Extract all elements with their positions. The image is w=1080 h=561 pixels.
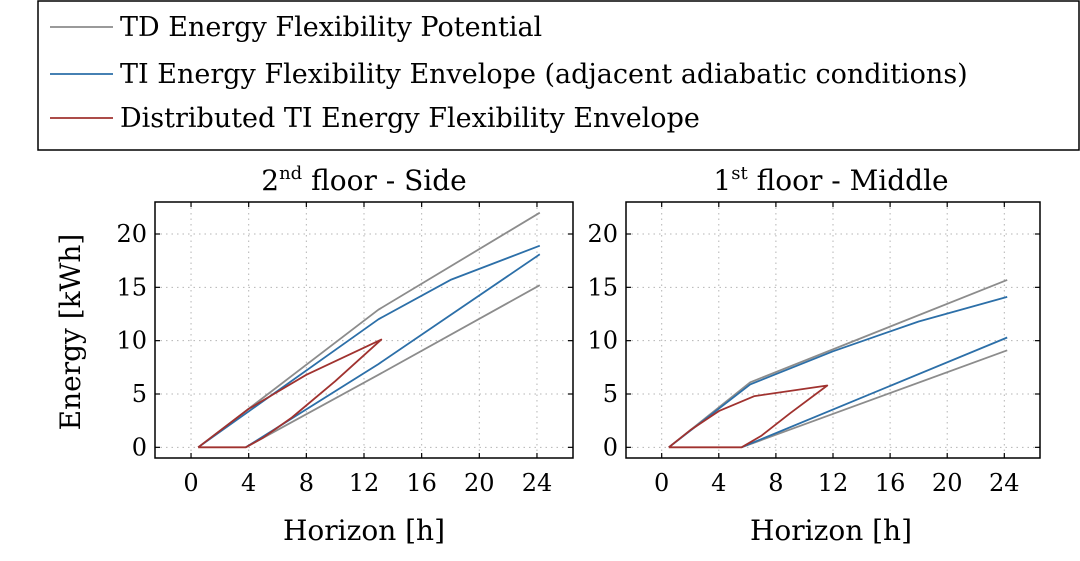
y-tick-label: 10 [587,327,618,355]
chart-panel-left: 2nd floor - Side 0 4 8 12 16 20 24 0 5 10 15 20 Hor… [116,163,574,547]
series-ti_upper-left [197,244,541,449]
x-tick-label: 4 [241,469,256,497]
y-tick-label: 15 [116,273,147,301]
chart-title-right-sup: st [731,163,748,184]
x-tick-label: 12 [349,469,380,497]
x-axis-label-right: Horizon [h] [750,514,912,547]
series-ti_lower-right [741,336,1008,449]
chart-title-left-rest: floor - Side [302,164,467,197]
y-tick-label: 0 [132,433,147,461]
series-td_lower-left [245,284,541,449]
chart-panel-right: 1st floor - Middle 0 4 8 12 16 20 24 0 5 10 15 20 H… [587,163,1041,547]
x-tick-label: 24 [522,469,553,497]
chart-title-right: 1st floor - Middle [713,163,948,197]
x-tick-label: 0 [183,469,198,497]
y-tick-label: 20 [587,220,618,248]
legend-label-dist: Distributed TI Energy Flexibility Envelo… [120,103,700,134]
y-tick-label: 0 [603,433,618,461]
y-tick-label: 15 [587,273,618,301]
series-dist_envelope-right [668,384,829,449]
series-td_lower-right [741,349,1008,449]
chart-title-left-sup: nd [279,163,302,184]
x-tick-label: 20 [464,469,495,497]
chart-title-left: 2nd floor - Side [261,163,467,197]
x-axis-label-left: Horizon [h] [283,514,445,547]
legend-label-ti: TI Energy Flexibility Envelope (adjacent… [120,59,968,90]
y-tick-label: 10 [116,327,147,355]
x-tick-label: 8 [768,469,783,497]
legend: TD Energy Flexibility Potential TI Energ… [37,0,1080,151]
y-axis-label: Energy [kWh] [54,234,87,431]
chart-title-right-main: 1 [713,164,731,197]
chart-title-left-main: 2 [261,164,279,197]
y-tick-label: 20 [116,220,147,248]
x-tick-label: 16 [875,469,906,497]
x-tick-label: 4 [711,469,726,497]
plot-area-left: 0 4 8 12 16 20 24 0 5 10 15 20 [116,201,574,497]
x-tick-label: 20 [932,469,963,497]
x-tick-label: 12 [818,469,849,497]
series-dist_envelope-left [197,338,383,449]
x-tick-label: 0 [654,469,669,497]
series-td_upper-left [197,211,541,449]
y-tick-label: 5 [132,380,147,408]
legend-frame [37,0,1080,151]
chart-title-right-rest: floor - Middle [748,164,949,197]
series-td_upper-right [668,279,1008,449]
series-ti_upper-right [668,296,1008,449]
x-tick-label: 16 [406,469,437,497]
x-tick-label: 8 [299,469,314,497]
legend-label-td: TD Energy Flexibility Potential [120,12,542,43]
plot-area-right: 0 4 8 12 16 20 24 0 5 10 15 20 [587,201,1041,497]
x-tick-label: 24 [989,469,1020,497]
y-tick-label: 5 [603,380,618,408]
